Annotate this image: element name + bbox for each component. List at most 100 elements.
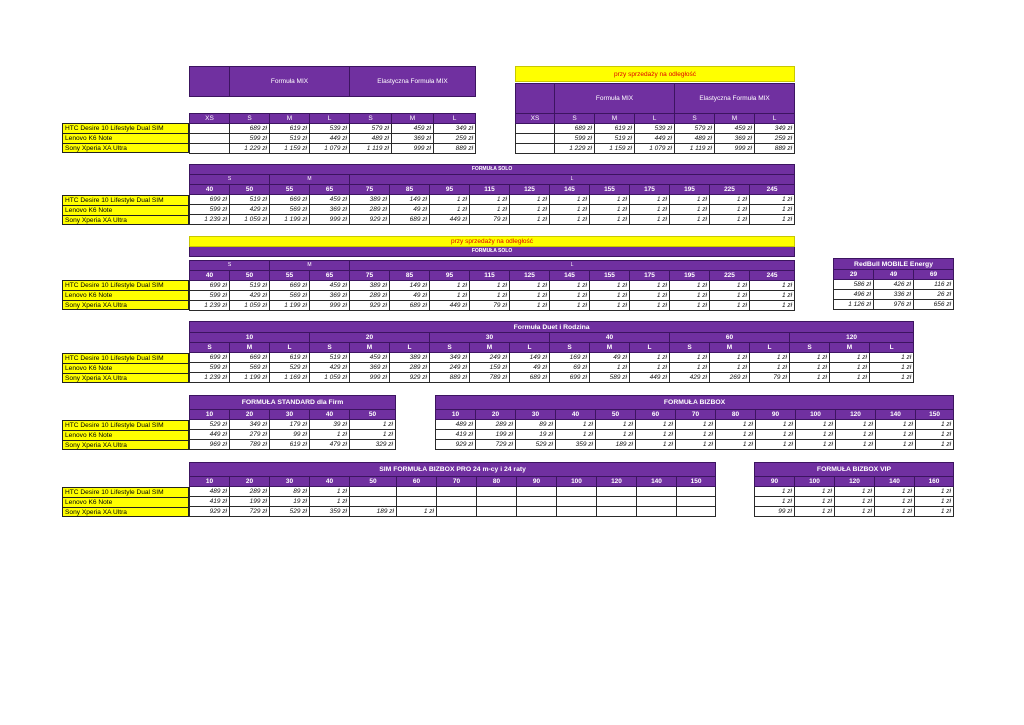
price-cell: 999 zł xyxy=(349,372,390,383)
price-cell xyxy=(556,486,597,497)
size-header: L xyxy=(634,113,675,124)
price-cell: 349 zł xyxy=(753,123,796,134)
price-cell: 889 zł xyxy=(433,143,477,154)
price-cell: 1 zł xyxy=(709,280,750,291)
bizbox-vip-table: FORMUŁA BIZBOX VIP 90 100 120 140 160 1 … xyxy=(754,462,954,517)
table-row: 599 zł 569 zł 529 zł 429 zł 369 zł 289 z… xyxy=(189,362,915,373)
column-header: 120 xyxy=(834,476,875,487)
size-group-header: S xyxy=(189,174,270,185)
table-row: 599 zł 519 zł 449 zł 489 zł 369 zł 259 z… xyxy=(515,133,796,144)
price-cell: 1 zł xyxy=(589,214,630,225)
price-cell: 1 zł xyxy=(589,280,630,291)
price-cell: 1 zł xyxy=(914,506,954,517)
size-header: M xyxy=(594,113,635,124)
price-cell: 1 zł xyxy=(875,419,916,430)
price-cell: 1 zł xyxy=(709,204,750,215)
column-header: 145 xyxy=(549,270,590,281)
column-header: 150 xyxy=(914,409,955,420)
price-cell xyxy=(476,486,517,497)
price-cell: 1 zł xyxy=(589,300,630,311)
column-header: 155 xyxy=(589,184,630,195)
size-header: L xyxy=(753,113,796,124)
column-header: 140 xyxy=(875,409,916,420)
price-cell xyxy=(675,506,717,517)
price-cell: 259 zł xyxy=(753,133,796,144)
price-cell: 599 zł xyxy=(189,362,230,373)
price-cell: 1 zł xyxy=(635,439,676,450)
table-row: 1 126 zł 976 zł 656 zł xyxy=(833,299,955,310)
bizbox-table: FORMUŁA BIZBOX 10 20 30 40 50 60 70 80 9… xyxy=(434,395,955,450)
product-name: Sony Xperia XA Ultra xyxy=(62,215,189,225)
price-cell: 269 zł xyxy=(709,372,750,383)
table-row: 99 zł 1 zł 1 zł 1 zł 1 zł xyxy=(754,506,954,517)
size-header: M xyxy=(349,342,390,353)
table-row: 1 229 zł 1 159 zł 1 079 zł 1 119 zł 999 … xyxy=(189,143,477,154)
tier-header: 10 xyxy=(189,332,310,343)
price-cell: 1 zł xyxy=(429,290,470,301)
price-cell: 289 zł xyxy=(349,290,390,301)
price-cell xyxy=(516,486,557,497)
price-cell: 1 zł xyxy=(635,419,676,430)
price-cell xyxy=(556,496,597,507)
price-cell: 1 zł xyxy=(429,204,470,215)
price-cell: 1 zł xyxy=(709,214,750,225)
price-cell: 1 zł xyxy=(509,300,550,311)
price-cell: 1 zł xyxy=(835,429,876,440)
price-cell: 449 zł xyxy=(429,300,470,311)
price-cell: 1 zł xyxy=(669,194,710,205)
price-cell: 1 zł xyxy=(669,280,710,291)
price-cell: 1 zł xyxy=(715,439,756,450)
price-cell: 1 079 zł xyxy=(634,143,675,154)
size-group-header: L xyxy=(348,174,796,185)
column-header: 30 xyxy=(515,409,556,420)
column-header: 55 xyxy=(269,270,310,281)
column-header: 75 xyxy=(349,184,390,195)
column-header: 80 xyxy=(715,409,756,420)
price-cell: 1 zł xyxy=(629,290,670,301)
price-cell: 1 zł xyxy=(789,352,830,363)
size-header: S xyxy=(189,342,230,353)
price-cell: 1 126 zł xyxy=(833,299,874,310)
size-header: M xyxy=(229,342,270,353)
mix-group-header: Formuła MIX xyxy=(554,83,675,114)
column-header: 50 xyxy=(595,409,636,420)
price-cell: 26 zł xyxy=(912,289,955,300)
price-cell: 449 zł xyxy=(634,133,675,144)
price-cell: 1 zł xyxy=(509,290,550,301)
elastic-mix-group-header: Elastyczna Formuła MIX xyxy=(349,66,477,97)
table-row: 1 239 zł 1 059 zł 1 199 zł 999 zł 929 zł… xyxy=(189,214,796,225)
price-cell: 49 zł xyxy=(589,352,630,363)
table-row: 699 zł 519 zł 669 zł 459 zł 389 zł 149 z… xyxy=(189,194,796,205)
price-cell: 519 zł xyxy=(229,280,270,291)
redbull-title: RedBull MOBILE Energy xyxy=(832,258,955,270)
price-cell: 1 zł xyxy=(429,280,470,291)
price-cell: 79 zł xyxy=(749,372,790,383)
table-row: 929 zł 729 zł 529 zł 359 zł 189 zł 1 zł … xyxy=(435,439,955,450)
price-cell: 619 zł xyxy=(594,123,635,134)
column-header: 10 xyxy=(189,409,230,420)
price-cell: 1 zł xyxy=(795,429,836,440)
price-cell: 1 zł xyxy=(914,419,955,430)
price-cell: 689 zł xyxy=(389,300,430,311)
price-cell: 1 199 zł xyxy=(229,372,270,383)
price-cell: 929 zł xyxy=(189,506,230,517)
price-cell: 699 zł xyxy=(189,194,230,205)
mix-group-header: Formuła MIX xyxy=(228,66,351,97)
tier-header: 40 xyxy=(549,332,670,343)
price-cell: 529 zł xyxy=(269,506,310,517)
price-cell: 1 zł xyxy=(589,290,630,301)
column-header: 10 xyxy=(189,476,230,487)
size-header: S xyxy=(669,342,710,353)
price-cell: 1 zł xyxy=(589,362,630,373)
price-cell: 1 zł xyxy=(589,204,630,215)
column-header: 115 xyxy=(469,270,510,281)
price-cell: 1 229 zł xyxy=(554,143,595,154)
bizbox-vip-title: FORMUŁA BIZBOX VIP xyxy=(754,462,954,477)
price-cell: 489 zł xyxy=(435,419,476,430)
column-header: 69 xyxy=(912,269,955,280)
duet-table: Formuła Duet i Rodzina 10 20 30 40 60 12… xyxy=(188,321,915,383)
price-cell: 1 zł xyxy=(749,362,790,373)
price-cell: 1 zł xyxy=(669,290,710,301)
table-row: 689 zł 619 zł 539 zł 579 zł 459 zł 349 z… xyxy=(189,123,477,134)
column-header: 20 xyxy=(475,409,516,420)
